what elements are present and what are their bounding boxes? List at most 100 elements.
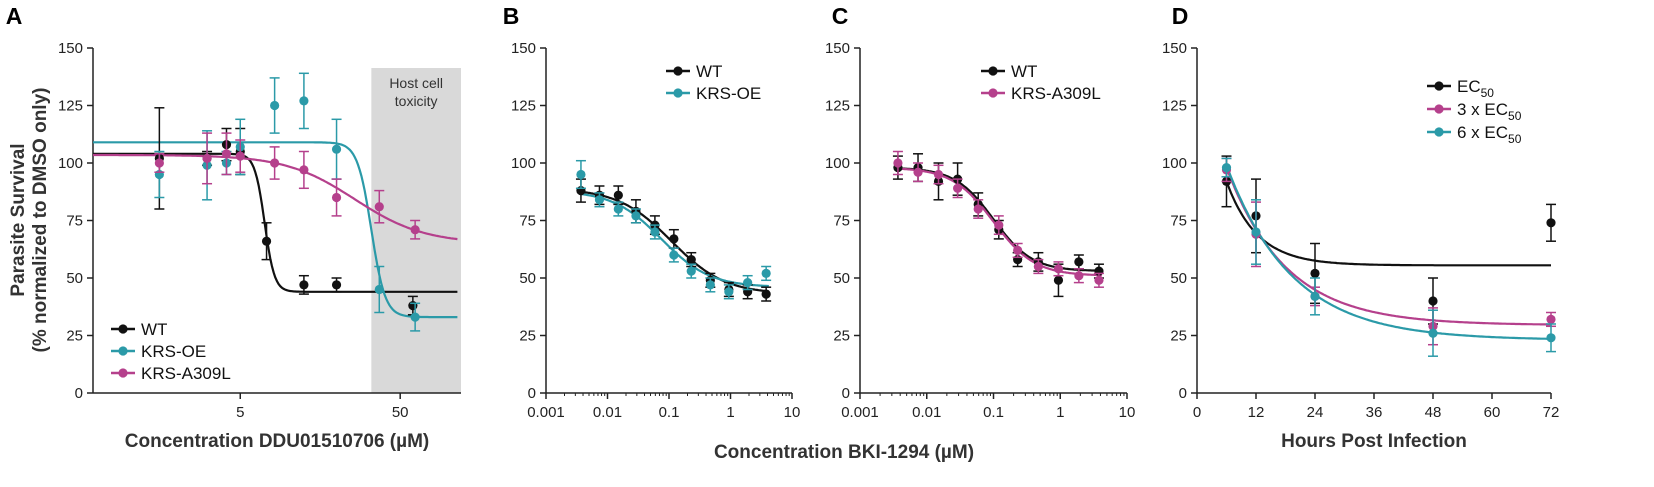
y-tick-label: 0	[528, 385, 536, 402]
legend-marker	[673, 88, 683, 98]
panel-label-a: A	[6, 3, 23, 29]
data-point-krs-oe	[594, 195, 605, 205]
x-tick-label: 1	[726, 404, 734, 421]
legend-label: EC50	[1457, 77, 1494, 100]
x-tick-label: 10	[1119, 404, 1136, 421]
data-point-krs-a309l	[953, 183, 963, 193]
data-point-krs-a309l	[994, 220, 1004, 230]
x-tick-label: 0.1	[983, 404, 1004, 421]
legend-label-main: 3 x EC	[1457, 100, 1508, 119]
y-tick-label: 0	[842, 385, 850, 402]
data-point-krs-a309l	[933, 169, 944, 180]
legend-label: KRS-A309L	[1011, 84, 1101, 103]
data-point-ec50	[1428, 296, 1438, 306]
data-point-ec50	[1546, 218, 1556, 228]
fit-curve-krs-oe	[93, 141, 458, 319]
data-point-6-x-ec50	[1310, 291, 1320, 301]
y-tick-label: 25	[833, 328, 850, 345]
fit-curve-3-x-ec50	[1225, 167, 1551, 326]
data-point-krs-oe	[724, 287, 734, 297]
data-point-krs-a309l	[1033, 261, 1043, 272]
x-tick-label: 36	[1366, 404, 1383, 421]
legend-label: WT	[1011, 62, 1037, 81]
data-point-krs-oe	[576, 169, 586, 180]
y-tick-label: 100	[511, 155, 536, 172]
data-point-krs-a309l	[410, 225, 420, 235]
data-point-6-x-ec50	[1428, 328, 1438, 338]
legend-label: KRS-OE	[696, 84, 761, 103]
x-tick-label: 1	[1056, 404, 1064, 421]
x-tick-label: 0.001	[841, 404, 879, 421]
y-tick-label: 75	[1170, 213, 1187, 230]
y-tick-label: 75	[519, 213, 536, 230]
x-tick-label: 12	[1248, 404, 1265, 421]
data-point-krs-a309l	[270, 158, 280, 168]
y-tick-label: 125	[58, 98, 83, 115]
data-point-krs-a309l	[893, 158, 903, 168]
y-tick-label: 150	[825, 40, 850, 57]
x-tick-label: 60	[1484, 404, 1501, 421]
legend-marker	[118, 324, 128, 334]
data-point-krs-a309l	[1013, 245, 1023, 255]
y-tick-label: 25	[66, 328, 83, 345]
data-point-wt	[613, 190, 623, 200]
x-tick-label: 0.001	[527, 404, 565, 421]
x-tick-label: 0	[1193, 404, 1201, 421]
fit-curve-ec50	[1225, 181, 1551, 267]
data-point-krs-a309l	[154, 158, 164, 168]
data-point-krs-a309l	[374, 202, 384, 212]
x-axis-title-d: Hours Post Infection	[1281, 431, 1467, 452]
data-point-wt	[686, 255, 696, 265]
y-tick-label: 75	[66, 213, 83, 230]
y-tick-label: 25	[519, 328, 536, 345]
x-axis-title-a: Concentration DDU01510706 (µM)	[125, 431, 429, 452]
panel-label-b: B	[503, 3, 520, 29]
data-point-wt	[669, 234, 679, 244]
fit-curve-wt	[93, 152, 458, 293]
y-axis-title-line1: Parasite Survival	[8, 143, 29, 296]
data-point-krs-a309l	[331, 192, 342, 203]
legend-marker	[673, 66, 683, 76]
data-point-ec50	[1310, 268, 1320, 278]
legend-marker	[988, 88, 998, 98]
data-point-6-x-ec50	[1251, 227, 1261, 237]
legend-marker	[118, 368, 128, 378]
toxicity-label-line1: Host cell	[389, 75, 443, 91]
data-point-krs-oe	[743, 278, 753, 288]
data-point-krs-oe	[613, 204, 623, 214]
legend-label-subscript: 50	[1508, 109, 1522, 123]
data-point-wt	[331, 280, 342, 290]
fit-curve-6-x-ec50	[1225, 164, 1552, 340]
data-point-wt	[761, 289, 771, 299]
data-point-krs-oe	[299, 96, 309, 106]
y-tick-label: 50	[1170, 270, 1187, 287]
data-point-krs-oe	[410, 312, 420, 322]
data-point-krs-a309l	[202, 153, 212, 163]
data-point-krs-oe	[650, 227, 660, 237]
data-point-krs-a309l	[973, 204, 983, 214]
legend-marker	[118, 346, 128, 356]
data-point-wt	[1074, 257, 1084, 267]
y-tick-label: 150	[1162, 40, 1187, 57]
x-tick-label: 10	[784, 404, 801, 421]
legend-label: 3 x EC50	[1457, 100, 1522, 123]
x-tick-label: 0.01	[593, 404, 622, 421]
legend-label-subscript: 50	[1508, 132, 1522, 146]
data-point-krs-a309l	[221, 149, 232, 159]
legend-label: WT	[696, 62, 722, 81]
legend-label-subscript: 50	[1481, 86, 1495, 100]
legend-label: WT	[141, 320, 167, 339]
x-axis-title-bc: Concentration BKI-1294 (µM)	[714, 442, 974, 463]
y-tick-label: 125	[825, 98, 850, 115]
y-tick-label: 100	[58, 155, 83, 172]
toxicity-label-line2: toxicity	[395, 93, 438, 109]
data-point-wt	[1053, 275, 1064, 285]
y-tick-label: 75	[833, 213, 850, 230]
data-point-krs-a309l	[235, 151, 245, 161]
data-point-krs-oe	[631, 211, 641, 221]
data-point-krs-oe	[669, 250, 679, 260]
data-point-6-x-ec50	[1546, 333, 1556, 343]
data-point-krs-a309l	[1053, 264, 1064, 274]
